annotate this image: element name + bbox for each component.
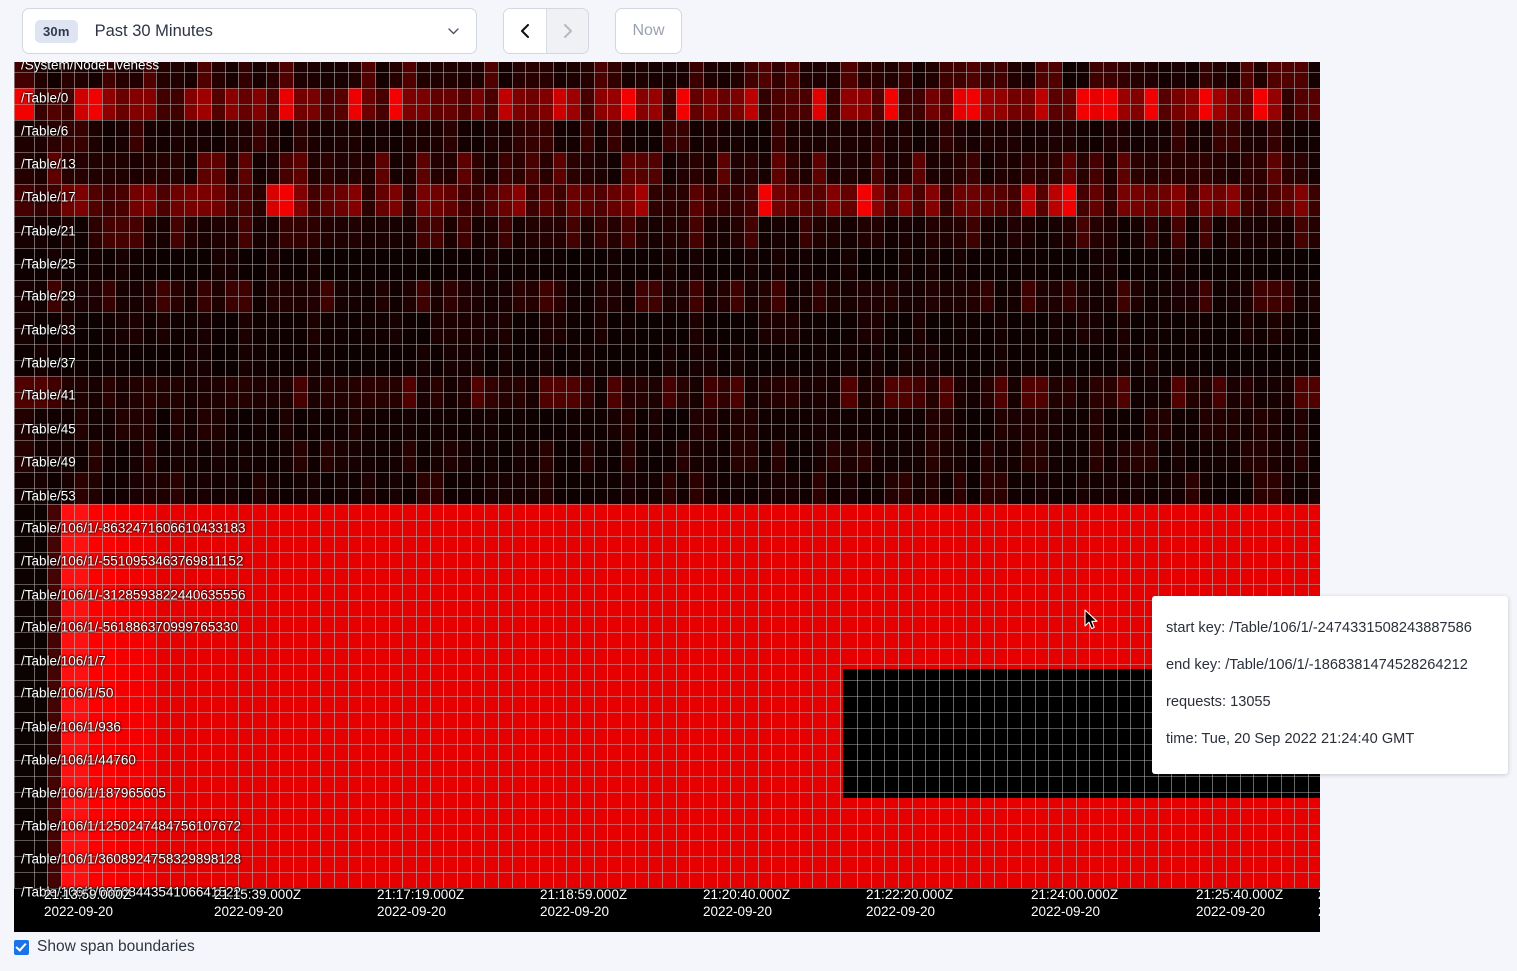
tooltip-requests: requests: 13055: [1166, 694, 1271, 710]
time-nav-group: [503, 8, 589, 54]
x-axis-tick-date: 2022-09-20: [214, 904, 284, 919]
y-axis-tick-label: /Table/106/1/6856844354106641522: [21, 884, 241, 900]
chevron-left-icon: [517, 22, 533, 40]
x-axis-tick-label: 21:24:00.000Z 2022-09-20: [1031, 886, 1118, 920]
x-axis-tick-time: 21:20:40.000Z: [703, 887, 791, 902]
tooltip-start-key: start key: /Table/106/1/-247433150824388…: [1166, 620, 1472, 636]
x-axis-tick-label: 21:13:59.000Z 2022-09-20: [44, 886, 131, 920]
heatmap-plot-area[interactable]: /System/NodeLiveness/Table/0/Table/6/Tab…: [14, 56, 1320, 932]
time-range-select[interactable]: 30m Past 30 Minutes: [22, 8, 477, 54]
heatmap-x-axis: 21:13:59.000Z 2022-09-20 21:15:39.000Z 2022…: [14, 886, 1320, 930]
x-axis-tick-time: 21:17:19.000Z: [377, 887, 465, 902]
y-axis-tick-label: /Table/106/1/-561886370999765330: [21, 619, 238, 635]
y-axis-tick-label: /Table/25: [21, 256, 76, 272]
x-axis-tick-label: 21:18:59.000Z 2022-09-20: [540, 886, 627, 920]
y-axis-tick-label: /Table/6: [21, 123, 69, 139]
x-axis-tick-label: 21:25:40.000Z 2022-09-20: [1196, 886, 1283, 920]
heatmap-tooltip: start key: /Table/106/1/-247433150824388…: [1152, 596, 1508, 774]
x-axis-tick-label: 21:20:40.000Z 2022-09-20: [703, 886, 790, 920]
y-axis-tick-label: /Table/106/1/-8632471606610433183: [21, 520, 246, 536]
x-axis-tick-time: 21:25:40.000Z: [1196, 887, 1284, 902]
y-axis-tick-label: /Table/33: [21, 322, 76, 338]
x-axis-tick-date: 2022-09-20: [703, 904, 773, 919]
y-axis-tick-label: /Table/37: [21, 355, 76, 371]
y-axis-tick-label: /Table/106/1/936: [21, 719, 121, 735]
heatmap-options: Show span boundaries: [14, 938, 195, 956]
y-axis-tick-label: /Table/49: [21, 454, 76, 470]
x-axis-tick-date: 2022-09-20: [1318, 903, 1320, 920]
y-axis-tick-label: /Table/53: [21, 488, 76, 504]
x-axis-tick-label: 21:17:19.000Z 2022-09-20: [377, 886, 464, 920]
y-axis-tick-label: /Table/21: [21, 223, 76, 239]
show-span-boundaries-label[interactable]: Show span boundaries: [37, 938, 195, 955]
y-axis-tick-label: /Table/106/1/-3128593822440635556: [21, 587, 246, 603]
y-axis-tick-label: /Table/106/1/-5510953463769811152: [21, 553, 244, 569]
y-axis-tick-label: /Table/106/1/44760: [21, 752, 136, 768]
y-axis-tick-label: /Table/106/1/3608924758329898128: [21, 851, 241, 867]
x-axis-tick-time: 21:13:59.000Z: [44, 887, 132, 902]
y-axis-tick-label: /Table/13: [21, 156, 76, 172]
chevron-down-icon: [447, 25, 460, 38]
x-axis-tick-time: 21:24:00.000Z: [1031, 887, 1119, 902]
y-axis-tick-label: /Table/106/1/187965605: [21, 785, 166, 801]
prev-period-button[interactable]: [504, 9, 546, 53]
x-axis-tick-time: 21:22:20.000Z: [866, 887, 954, 902]
x-axis-tick-time: 21:27:20.000Z: [1318, 886, 1320, 903]
y-axis-tick-label: /Table/17: [21, 189, 76, 205]
chevron-right-icon: [560, 22, 576, 40]
y-axis-tick-label: /Table/106/1/1250247484756107672: [21, 818, 241, 834]
x-axis-tick-time: 21:15:39.000Z: [214, 887, 302, 902]
request-heatmap[interactable]: /System/NodeLiveness/Table/0/Table/6/Tab…: [14, 56, 1320, 932]
x-axis-tick-date: 2022-09-20: [540, 904, 610, 919]
y-axis-tick-label: /Table/41: [21, 387, 76, 403]
x-axis-tick-date: 2022-09-20: [1196, 904, 1266, 919]
show-span-boundaries-checkbox[interactable]: [14, 939, 29, 955]
y-axis-tick-label: /Table/45: [21, 421, 76, 437]
tooltip-time: time: Tue, 20 Sep 2022 21:24:40 GMT: [1166, 731, 1415, 747]
tooltip-end-key: end key: /Table/106/1/-18683814745282642…: [1166, 657, 1468, 673]
x-axis-tick-label: 21:22:20.000Z 2022-09-20: [866, 886, 953, 920]
time-range-badge: 30m: [35, 19, 78, 43]
x-axis-tick-label: 21:15:39.000Z 2022-09-20: [214, 886, 301, 920]
x-axis-tick-time: 21:18:59.000Z: [540, 887, 628, 902]
time-range-label: Past 30 Minutes: [94, 21, 213, 40]
heatmap-y-axis: /System/NodeLiveness/Table/0/Table/6/Tab…: [14, 56, 1320, 932]
y-axis-tick-label: /Table/106/1/50: [21, 685, 114, 701]
y-axis-tick-label: /Table/0: [21, 90, 69, 106]
x-axis-tick-date: 2022-09-20: [1031, 904, 1101, 919]
y-axis-tick-label: /Table/106/1/7: [21, 653, 106, 669]
x-axis-tick-date: 2022-09-20: [377, 904, 447, 919]
time-range-toolbar: 30m Past 30 Minutes Now: [0, 0, 1517, 62]
y-axis-tick-label: /Table/29: [21, 288, 76, 304]
now-button[interactable]: Now: [615, 8, 682, 54]
next-period-button[interactable]: [546, 9, 588, 53]
x-axis-tick-date: 2022-09-20: [44, 904, 114, 919]
x-axis-tick-date: 2022-09-20: [866, 904, 936, 919]
